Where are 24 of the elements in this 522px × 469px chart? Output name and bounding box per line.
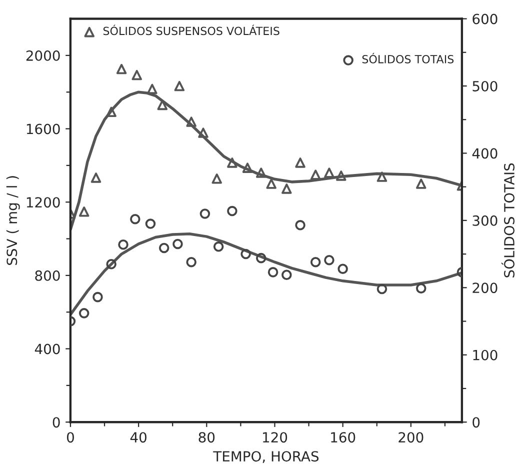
y2-axis-title: SÓLIDOS TOTAIS (501, 163, 515, 278)
x-tick-label: 40 (130, 432, 146, 443)
y-axis-title: SSV ( mg / l ) (6, 176, 20, 265)
y2-tick-label: 500 (472, 80, 498, 92)
y2-tick-label: 100 (473, 350, 498, 360)
y-tick-label: 2000 (26, 50, 60, 61)
x-tick-label: 80 (198, 432, 215, 443)
x-tick-label: 120 (263, 432, 288, 443)
x-axis-title: TEMPO, HORAS (213, 451, 319, 463)
legend-label: SÓLIDOS SUSPENSOS VOLÁTEIS (103, 24, 280, 36)
y2-tick-label: 200 (472, 282, 498, 294)
y2-tick-label: 0 (472, 417, 480, 428)
y-tick-label: 800 (35, 270, 60, 281)
x-tick-label: 200 (398, 432, 424, 443)
y-tick-label: 0 (52, 417, 60, 428)
y-tick-label: 1200 (26, 197, 60, 208)
y-tick-label: 400 (34, 344, 60, 354)
legend-label: SÓLIDOS TOTAIS (362, 52, 454, 64)
y2-tick-label: 400 (472, 148, 498, 159)
y2-tick-label: 600 (472, 14, 498, 24)
y-tick-label: 1600 (26, 124, 60, 134)
x-tick-label: 160 (331, 432, 356, 443)
x-tick-label: 0 (66, 432, 74, 443)
y2-tick-label: 300 (472, 215, 498, 226)
